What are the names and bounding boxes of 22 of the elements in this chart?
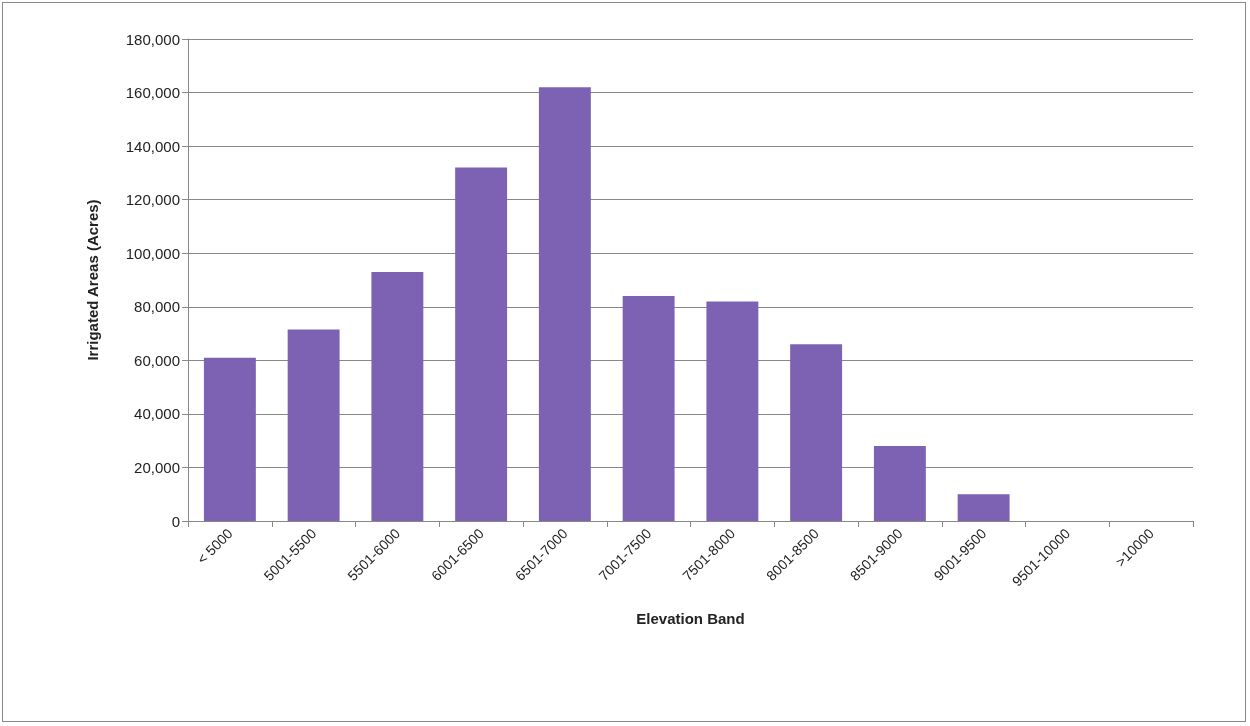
bar xyxy=(371,271,424,521)
bar xyxy=(790,344,843,521)
x-axis-title: Elevation Band xyxy=(636,610,745,627)
bar xyxy=(455,167,508,521)
bar xyxy=(706,301,759,521)
y-tick-label: 20,000 xyxy=(134,458,180,476)
y-tick-label: 140,000 xyxy=(125,137,180,155)
bar xyxy=(538,87,591,521)
y-tick-label: 180,000 xyxy=(125,30,180,48)
y-tick-label: 40,000 xyxy=(134,405,180,423)
bar xyxy=(203,357,256,521)
y-tick-label: 80,000 xyxy=(134,298,180,316)
y-tick-label: 120,000 xyxy=(125,191,180,209)
bar xyxy=(957,494,1010,521)
bar xyxy=(873,446,926,521)
y-tick-label: 100,000 xyxy=(125,244,180,262)
bar xyxy=(622,296,675,521)
bar xyxy=(287,329,340,521)
y-axis-title: Irrigated Areas (Acres) xyxy=(84,199,101,361)
y-tick-label: 0 xyxy=(171,512,180,530)
y-tick-label: 160,000 xyxy=(125,84,180,102)
y-tick-label: 60,000 xyxy=(134,351,180,369)
